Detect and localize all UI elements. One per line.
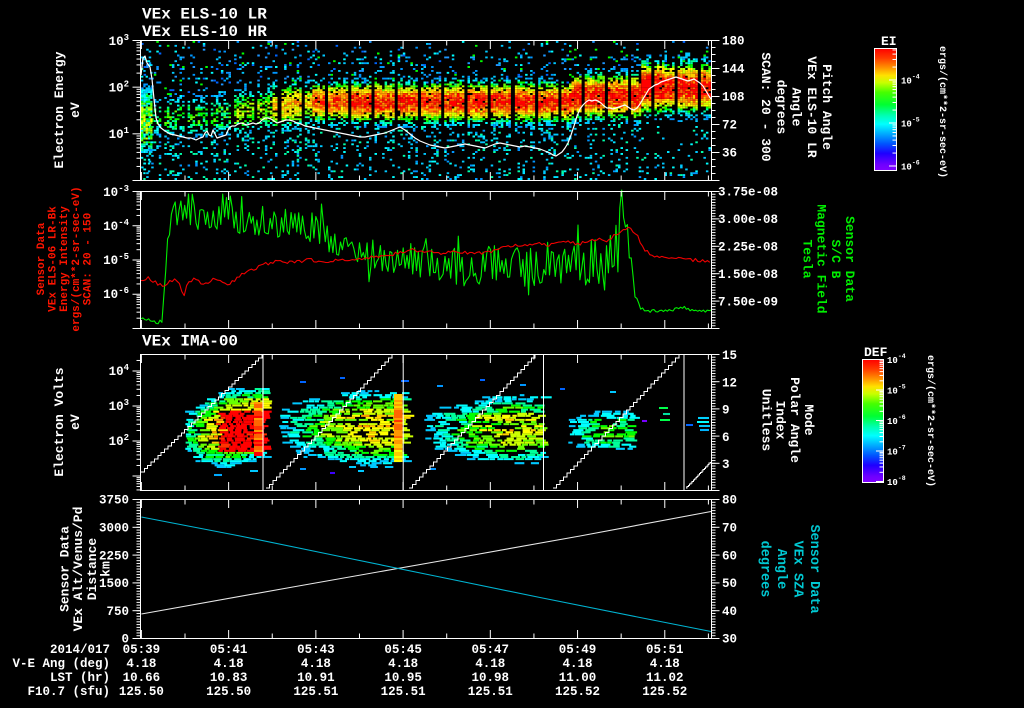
svg-text:125.51: 125.51	[293, 685, 338, 699]
svg-text:3.75e-08: 3.75e-08	[718, 186, 778, 200]
svg-text:144: 144	[722, 63, 745, 77]
svg-text:4.18: 4.18	[126, 657, 156, 671]
svg-text:125.51: 125.51	[381, 685, 426, 699]
svg-text:ergs/(cm**2-sr-sec-eV): ergs/(cm**2-sr-sec-eV)	[936, 46, 948, 178]
svg-text:15: 15	[722, 349, 737, 363]
svg-text:10.95: 10.95	[384, 671, 422, 685]
svg-text:SCAN: 20 - 150: SCAN: 20 - 150	[82, 213, 94, 305]
svg-text:3: 3	[722, 458, 730, 472]
svg-text:ergs/(cm**2-sr-sec-eV): ergs/(cm**2-sr-sec-eV)	[71, 186, 83, 331]
svg-text:12: 12	[722, 376, 737, 390]
svg-text:Sensor Data: Sensor Data	[806, 524, 821, 613]
svg-text:Electron Energy: Electron Energy	[52, 51, 67, 168]
svg-text:1500: 1500	[99, 577, 129, 591]
svg-text:eV: eV	[68, 414, 83, 430]
svg-text:4.18: 4.18	[563, 657, 593, 671]
svg-text:VEx SZA: VEx SZA	[790, 541, 805, 599]
svg-text:10.83: 10.83	[210, 671, 248, 685]
svg-text:125.51: 125.51	[468, 685, 513, 699]
svg-text:Electron Volts: Electron Volts	[52, 367, 67, 476]
svg-text:10.98: 10.98	[472, 671, 510, 685]
svg-text:80: 80	[722, 494, 737, 508]
svg-text:05:49: 05:49	[559, 643, 597, 657]
svg-text:ergs/(cm**2-sr-sec-eV): ergs/(cm**2-sr-sec-eV)	[924, 355, 936, 487]
svg-text:750: 750	[106, 605, 129, 619]
svg-text:4.18: 4.18	[214, 657, 244, 671]
svg-text:30: 30	[722, 633, 737, 647]
svg-text:Tesla: Tesla	[799, 239, 814, 278]
svg-text:6: 6	[722, 431, 730, 445]
svg-text:Angle: Angle	[773, 549, 788, 590]
svg-text:Pitch Angle: Pitch Angle	[819, 64, 834, 150]
svg-text:EI: EI	[881, 34, 897, 49]
svg-text:10.66: 10.66	[123, 671, 161, 685]
svg-text:VEx ELS-10 LR: VEx ELS-10 LR	[804, 56, 819, 158]
svg-text:2.25e-08: 2.25e-08	[718, 241, 778, 255]
svg-text:VEx IMA-00: VEx IMA-00	[142, 333, 238, 351]
svg-text:0: 0	[121, 633, 129, 647]
svg-text:60: 60	[722, 549, 737, 563]
svg-text:125.50: 125.50	[119, 685, 164, 699]
svg-text:DEF: DEF	[864, 345, 888, 360]
svg-text:Magnetic Field: Magnetic Field	[814, 204, 829, 313]
svg-text:degrees: degrees	[773, 80, 788, 135]
svg-text:4.18: 4.18	[650, 657, 680, 671]
svg-text:eV: eV	[68, 102, 83, 118]
svg-text:05:43: 05:43	[297, 643, 335, 657]
svg-text:05:45: 05:45	[384, 643, 422, 657]
svg-text:2014/017: 2014/017	[50, 643, 110, 657]
svg-text:10.91: 10.91	[297, 671, 335, 685]
svg-text:SCAN: 20 - 300: SCAN: 20 - 300	[758, 52, 773, 161]
svg-text:125.52: 125.52	[642, 685, 687, 699]
svg-text:1.50e-08: 1.50e-08	[718, 268, 778, 282]
svg-text:4.18: 4.18	[301, 657, 331, 671]
svg-text:LST (hr): LST (hr)	[50, 671, 110, 685]
svg-text:7.50e-09: 7.50e-09	[718, 295, 778, 309]
svg-text:km: km	[99, 561, 114, 577]
svg-text:180: 180	[722, 35, 745, 49]
svg-text:125.50: 125.50	[206, 685, 251, 699]
svg-text:Index: Index	[773, 400, 788, 439]
svg-text:VEx ELS-06 LR-Bk: VEx ELS-06 LR-Bk	[48, 206, 60, 312]
svg-text:Distance: Distance	[85, 538, 100, 601]
svg-text:F10.7 (sfu): F10.7 (sfu)	[27, 685, 110, 699]
svg-text:05:39: 05:39	[123, 643, 161, 657]
svg-text:05:51: 05:51	[646, 643, 684, 657]
svg-text:4.18: 4.18	[388, 657, 418, 671]
svg-text:70: 70	[722, 522, 737, 536]
svg-text:Polar Angle: Polar Angle	[787, 377, 802, 463]
svg-text:Mode: Mode	[801, 404, 816, 435]
svg-text:VEx Alt/Venus/Pd: VEx Alt/Venus/Pd	[71, 507, 86, 632]
svg-text:05:41: 05:41	[210, 643, 248, 657]
svg-text:3.00e-08: 3.00e-08	[718, 213, 778, 227]
svg-text:3000: 3000	[99, 522, 129, 536]
svg-text:S/C B: S/C B	[828, 239, 843, 278]
svg-text:72: 72	[722, 119, 737, 133]
svg-text:Sensor Data: Sensor Data	[58, 526, 73, 612]
svg-text:Unitless: Unitless	[758, 389, 773, 452]
svg-text:Sensor Data: Sensor Data	[36, 222, 48, 295]
svg-text:VEx ELS-10 LR: VEx ELS-10 LR	[142, 6, 267, 24]
svg-text:degrees: degrees	[757, 541, 772, 598]
svg-text:50: 50	[722, 577, 737, 591]
svg-text:05:47: 05:47	[472, 643, 510, 657]
svg-text:108: 108	[722, 91, 745, 105]
svg-text:9: 9	[722, 404, 730, 418]
svg-text:Energy Intensity: Energy Intensity	[59, 206, 71, 312]
svg-text:11.02: 11.02	[646, 671, 684, 685]
svg-text:36: 36	[722, 147, 737, 161]
svg-text:40: 40	[722, 605, 737, 619]
svg-text:11.00: 11.00	[559, 671, 597, 685]
svg-text:3750: 3750	[99, 494, 129, 508]
svg-text:2250: 2250	[99, 549, 129, 563]
svg-text:Angle: Angle	[789, 87, 804, 126]
svg-text:125.52: 125.52	[555, 685, 600, 699]
svg-text:4.18: 4.18	[475, 657, 505, 671]
svg-text:Sensor Data: Sensor Data	[842, 216, 857, 302]
svg-text:V-E Ang (deg): V-E Ang (deg)	[12, 657, 110, 671]
svg-text:VEx ELS-10 HR: VEx ELS-10 HR	[142, 23, 267, 41]
